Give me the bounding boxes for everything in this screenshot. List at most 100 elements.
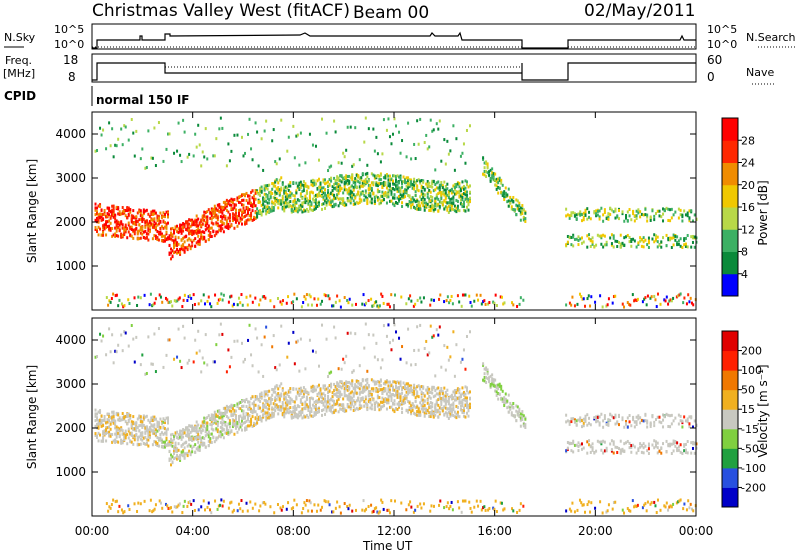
power-cell — [674, 238, 677, 242]
power-cell — [182, 118, 185, 122]
power-cell — [426, 147, 429, 151]
power-cell — [431, 195, 434, 199]
power-cell — [691, 240, 694, 244]
velocity-cell — [133, 438, 136, 442]
power-cell — [234, 211, 237, 215]
power-cell — [242, 215, 245, 219]
power-cell — [228, 199, 231, 203]
power-cell — [417, 204, 420, 208]
power-cell — [231, 304, 234, 308]
velocity-cell — [159, 425, 162, 429]
velocity-cell — [251, 402, 254, 406]
velocity-cell — [150, 418, 153, 422]
velocity-cell — [408, 390, 411, 394]
velocity-cell — [221, 415, 224, 419]
power-cell — [221, 211, 224, 215]
power-cell — [275, 191, 278, 195]
power-cell — [516, 304, 519, 308]
power-cell — [502, 302, 505, 306]
velocity-cell — [284, 397, 287, 401]
power-cell — [512, 200, 515, 204]
power-cell — [96, 149, 99, 153]
velocity-cell — [198, 436, 201, 440]
power-cell — [570, 235, 573, 239]
velocity-cell — [307, 391, 310, 395]
velocity-cell — [286, 408, 289, 412]
velocity-cell — [170, 443, 173, 447]
velocity-cell — [349, 331, 352, 335]
power-cell — [289, 204, 292, 208]
velocity-cell — [337, 367, 340, 371]
power-cell — [209, 226, 212, 230]
power-cell — [182, 244, 185, 248]
velocity-cell — [453, 410, 456, 414]
velocity-cell — [97, 410, 100, 414]
power-cell — [280, 202, 283, 206]
power-cell — [401, 201, 404, 205]
velocity-cell — [97, 439, 100, 443]
power-cell — [464, 186, 467, 190]
power-cell — [357, 175, 360, 179]
power-cell — [272, 182, 275, 186]
power-cell — [198, 239, 201, 243]
power-cell — [664, 299, 667, 303]
power-cell — [419, 179, 422, 183]
power-cell — [225, 226, 228, 230]
power-cell — [171, 255, 174, 259]
power-cell — [272, 206, 275, 210]
power-cell — [373, 200, 376, 204]
power-cell — [433, 298, 436, 302]
velocity-cell — [121, 412, 124, 416]
power-cell — [147, 129, 150, 133]
power-cell — [340, 197, 343, 201]
power-cell — [156, 219, 159, 223]
velocity-cell — [441, 396, 444, 400]
velocity-cell — [342, 397, 345, 401]
velocity-cell — [405, 394, 408, 398]
velocity-cell — [250, 353, 253, 357]
power-cell — [284, 195, 287, 199]
power-cell — [274, 184, 277, 188]
velocity-cell — [361, 386, 364, 390]
velocity-cell — [435, 392, 438, 396]
power-cell — [519, 296, 522, 300]
velocity-cell — [272, 402, 275, 406]
velocity-cell — [132, 442, 135, 446]
power-cell — [358, 197, 361, 201]
power-cell — [380, 292, 383, 296]
power-cell — [674, 210, 677, 214]
power-cell — [266, 194, 269, 198]
power-cell — [293, 203, 296, 207]
power-cell — [108, 224, 111, 228]
velocity-cell — [186, 434, 189, 438]
power-cell — [126, 209, 129, 213]
power-cell — [588, 215, 591, 219]
velocity-cell — [263, 403, 266, 407]
power-cell — [360, 190, 363, 194]
velocity-cell — [230, 405, 233, 409]
velocity-cell — [361, 396, 364, 400]
velocity-cell — [242, 421, 245, 425]
velocity-cell — [221, 433, 224, 437]
power-cell — [337, 182, 340, 186]
power-cell — [314, 201, 317, 205]
power-cell — [135, 226, 138, 230]
power-cell — [224, 206, 227, 210]
power-cell — [182, 229, 185, 233]
power-cell — [467, 208, 470, 212]
velocity-cell — [206, 432, 209, 436]
velocity-cell — [357, 381, 360, 385]
velocity-cell — [364, 401, 367, 405]
velocity-cell — [422, 391, 425, 395]
power-cell — [626, 219, 629, 223]
velocity-cell — [367, 393, 370, 397]
velocity-cell — [239, 400, 242, 404]
velocity-cell — [328, 406, 331, 410]
power-cell — [330, 179, 333, 183]
velocity-cell — [233, 419, 236, 423]
power-cell — [314, 198, 317, 202]
velocity-cell — [388, 405, 391, 409]
velocity-cell — [244, 426, 247, 430]
power-cell — [242, 154, 245, 158]
velocity-cell — [133, 360, 136, 364]
